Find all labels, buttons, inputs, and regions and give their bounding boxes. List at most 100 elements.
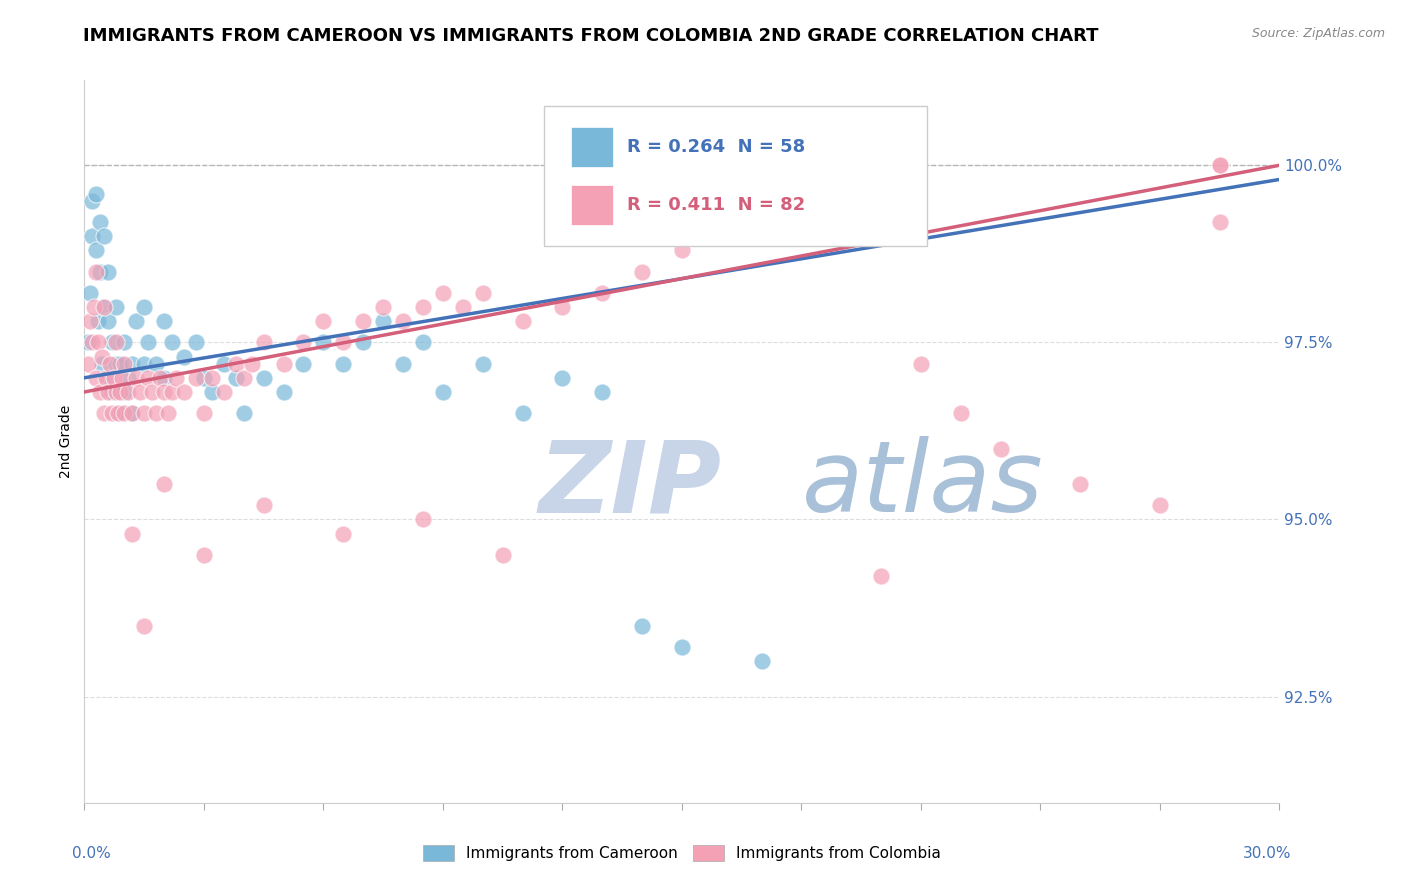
Point — [97, 384, 120, 399]
Point — [103, 371, 125, 385]
Point — [112, 335, 135, 350]
Point — [98, 357, 121, 371]
Point — [117, 384, 139, 399]
Text: R = 0.264  N = 58: R = 0.264 N = 58 — [627, 138, 806, 156]
Point — [412, 512, 434, 526]
Point — [751, 215, 773, 229]
Point — [471, 285, 494, 300]
FancyBboxPatch shape — [571, 128, 613, 167]
Point — [830, 215, 852, 229]
Point — [173, 384, 195, 399]
Point — [87, 314, 110, 328]
Point — [149, 371, 172, 385]
Point — [96, 371, 118, 385]
Point — [312, 314, 335, 328]
Point — [253, 335, 276, 350]
Point — [551, 371, 574, 385]
Text: R = 0.411  N = 82: R = 0.411 N = 82 — [627, 196, 806, 214]
Point — [121, 406, 143, 420]
Point — [117, 371, 139, 385]
Point — [87, 335, 110, 350]
Point — [91, 350, 114, 364]
Point — [1149, 498, 1171, 512]
Point — [86, 371, 108, 385]
Point — [184, 335, 207, 350]
Point — [86, 264, 108, 278]
Point — [77, 335, 100, 350]
Point — [110, 357, 132, 371]
Point — [412, 300, 434, 314]
Point — [110, 406, 132, 420]
Point — [710, 229, 733, 244]
Point — [432, 285, 454, 300]
Point — [93, 300, 115, 314]
Point — [392, 357, 415, 371]
Point — [273, 357, 295, 371]
Point — [121, 526, 143, 541]
Point — [790, 194, 813, 208]
Text: 0.0%: 0.0% — [73, 847, 111, 861]
Point — [132, 618, 156, 632]
Point — [173, 350, 195, 364]
Point — [332, 335, 354, 350]
Point — [97, 371, 120, 385]
Point — [240, 357, 263, 371]
Point — [352, 335, 374, 350]
Point — [82, 335, 104, 350]
FancyBboxPatch shape — [571, 185, 613, 225]
Point — [97, 314, 120, 328]
Point — [157, 406, 180, 420]
Point — [591, 384, 613, 399]
Point — [110, 384, 132, 399]
Point — [512, 314, 534, 328]
Point — [89, 264, 111, 278]
Point — [132, 406, 156, 420]
Point — [97, 264, 120, 278]
Point — [107, 406, 129, 420]
Point — [125, 371, 148, 385]
Point — [165, 371, 187, 385]
Point — [949, 406, 972, 420]
Text: atlas: atlas — [801, 436, 1043, 533]
Point — [1209, 215, 1232, 229]
Point — [93, 406, 115, 420]
Point — [551, 300, 574, 314]
Point — [153, 477, 176, 491]
Point — [121, 357, 143, 371]
Point — [101, 406, 124, 420]
Text: 30.0%: 30.0% — [1243, 847, 1292, 861]
Point — [631, 618, 654, 632]
Point — [212, 357, 235, 371]
Point — [332, 526, 354, 541]
Point — [392, 314, 415, 328]
Point — [112, 384, 135, 399]
Point — [105, 335, 128, 350]
Point — [332, 357, 354, 371]
Point — [160, 384, 183, 399]
Point — [432, 384, 454, 399]
Point — [591, 285, 613, 300]
Point — [201, 384, 224, 399]
Point — [79, 314, 101, 328]
Point — [145, 357, 167, 371]
Point — [671, 640, 693, 654]
Point — [101, 384, 124, 399]
Point — [160, 335, 183, 350]
Point — [232, 406, 254, 420]
Point — [1209, 158, 1232, 172]
Text: ZIP: ZIP — [538, 436, 721, 533]
Point — [89, 384, 111, 399]
Point — [292, 357, 315, 371]
Point — [193, 371, 215, 385]
Point — [93, 300, 115, 314]
Point — [89, 215, 111, 229]
Y-axis label: 2nd Grade: 2nd Grade — [59, 405, 73, 478]
Point — [232, 371, 254, 385]
Point — [121, 406, 143, 420]
Point — [145, 406, 167, 420]
Point — [451, 300, 474, 314]
Point — [77, 357, 100, 371]
Point — [86, 244, 108, 258]
Point — [225, 357, 247, 371]
FancyBboxPatch shape — [544, 105, 927, 246]
